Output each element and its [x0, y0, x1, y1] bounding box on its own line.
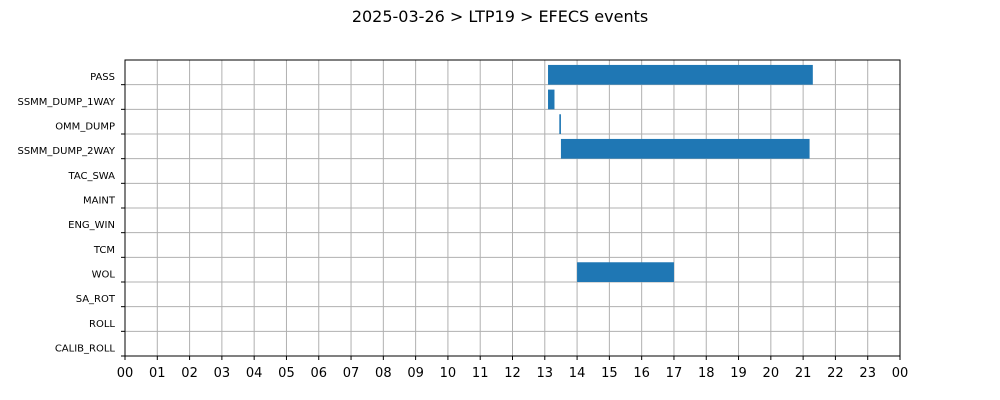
y-tick-label-roll: ROLL: [89, 319, 115, 330]
y-tick-label-ssmm-dump-1way: SSMM_DUMP_1WAY: [17, 97, 115, 108]
y-tick-label-sa-rot: SA_ROT: [76, 294, 116, 305]
y-tick-label-tcm: TCM: [93, 245, 115, 256]
x-tick-label: 04: [246, 366, 263, 381]
x-tick-label: 19: [730, 366, 747, 381]
bars-layer: [548, 64, 813, 282]
x-tick-label: 02: [181, 366, 198, 381]
x-tick-label: 16: [633, 366, 650, 381]
x-tick-label: 07: [343, 366, 360, 381]
x-tick-label: 15: [601, 366, 618, 381]
x-tick-label: 09: [407, 366, 424, 381]
x-tick-label: 11: [472, 366, 489, 381]
x-tick-label: 13: [537, 366, 554, 381]
x-tick-label: 05: [278, 366, 295, 381]
x-tick-label: 08: [375, 366, 392, 381]
plot-frame: [124, 59, 901, 357]
event-bar-ssmm-dump-2way: [560, 138, 810, 159]
x-tick-label: 21: [795, 366, 812, 381]
y-tick-label-wol: WOL: [92, 270, 116, 281]
y-tick-label-eng-win: ENG_WIN: [68, 220, 115, 231]
event-bar-wol: [577, 262, 674, 282]
x-tick-label: 22: [827, 366, 844, 381]
y-tick-label-tac-swa: TAC_SWA: [67, 171, 115, 182]
x-tick-label: 06: [310, 366, 327, 381]
x-tick-label: 03: [214, 366, 231, 381]
event-bar-pass: [548, 64, 813, 85]
x-tick-label: 20: [763, 366, 780, 381]
x-axis-ticks: 00 01 02 03 04 05 06 07 08 09 10 11 12 13 14 15 16 17 18 19…: [117, 356, 909, 381]
y-tick-label-ssmm-dump-2way: SSMM_DUMP_2WAY: [17, 146, 115, 157]
y-tick-label-pass: PASS: [90, 72, 115, 83]
x-tick-label: 23: [859, 366, 876, 381]
event-bar-ssmm-dump-1way: [548, 89, 555, 110]
chart-title: 2025-03-26 > LTP19 > EFECS events: [352, 7, 648, 26]
y-tick-label-maint: MAINT: [83, 196, 116, 207]
y-tick-label-calib-roll: CALIB_ROLL: [55, 344, 116, 355]
x-tick-label: 14: [569, 366, 586, 381]
y-tick-label-omm-dump: OMM_DUMP: [55, 122, 115, 133]
x-tick-label: 01: [149, 366, 166, 381]
y-axis-ticks: PASS SSMM_DUMP_1WAY OMM_DUMP SSMM_DUMP_2WAY…: [17, 72, 125, 357]
grid-layer: [124, 60, 901, 356]
event-bar-omm-dump: [559, 114, 561, 134]
x-tick-label: 00: [892, 366, 909, 381]
x-tick-label: 18: [698, 366, 715, 381]
x-tick-label: 17: [666, 366, 683, 381]
x-tick-label: 12: [504, 366, 521, 381]
x-tick-label: 00: [117, 366, 134, 381]
x-tick-label: 10: [440, 366, 457, 381]
